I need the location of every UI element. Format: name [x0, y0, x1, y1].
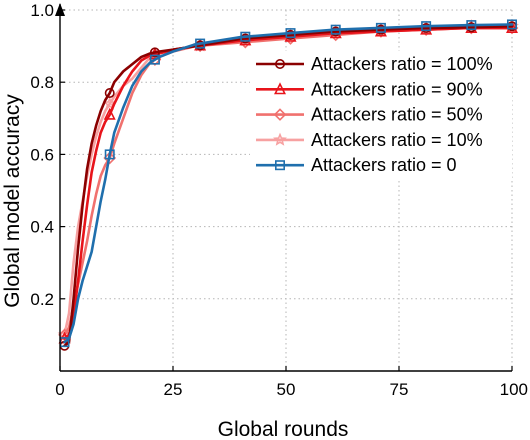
legend-label: Attackers ratio = 0 — [311, 155, 457, 175]
data-point-marker — [466, 20, 477, 31]
legend-label: Attackers ratio = 50% — [311, 105, 483, 125]
data-point-marker — [195, 38, 206, 49]
x-axis-title: Global rounds — [218, 418, 349, 440]
series-group — [57, 18, 519, 351]
x-tick-label: 100 — [500, 380, 528, 399]
series-line — [63, 26, 514, 337]
y-tick-label: 0.4 — [30, 218, 54, 237]
series-line — [63, 26, 514, 340]
data-point-marker — [149, 54, 160, 65]
data-point-marker — [149, 47, 160, 58]
legend: Attackers ratio = 100% Attackers ratio = … — [250, 51, 512, 181]
data-point-marker — [506, 19, 517, 30]
legend-item: Attackers ratio = 50% — [256, 105, 483, 125]
x-tick-label: 75 — [390, 380, 409, 399]
legend-label: Attackers ratio = 10% — [311, 130, 483, 150]
y-tick-label: 0.2 — [30, 290, 54, 309]
data-point-marker — [330, 24, 341, 35]
legend-item: Attackers ratio = 0 — [256, 155, 457, 175]
data-point-marker — [240, 31, 251, 42]
legend-item: Attackers ratio = 100% — [256, 54, 493, 74]
legend-item: Attackers ratio = 90% — [256, 79, 483, 99]
data-point-marker — [58, 328, 71, 342]
y-tick-label: 0.6 — [30, 145, 54, 164]
x-tick-label: 25 — [164, 380, 183, 399]
series-square — [59, 19, 517, 348]
legend-marker — [274, 58, 285, 69]
y-tick-label: 0.8 — [30, 73, 54, 92]
data-point-marker — [104, 149, 115, 160]
y-axis-title: Global model accuracy — [1, 94, 24, 308]
data-point-marker — [103, 107, 116, 120]
legend-marker — [273, 132, 287, 146]
data-point-marker — [375, 22, 386, 33]
series-line — [63, 24, 514, 348]
legend-box — [250, 51, 512, 181]
data-point-marker — [421, 21, 432, 32]
y-tick-label: 1.0 — [30, 1, 54, 20]
x-tick-label: 50 — [277, 380, 296, 399]
legend-label: Attackers ratio = 100% — [311, 54, 493, 74]
data-point-marker — [285, 28, 296, 39]
legend-item: Attackers ratio = 10% — [256, 130, 483, 150]
legend-label: Attackers ratio = 90% — [311, 79, 483, 99]
legend-marker — [274, 160, 285, 171]
legend-marker — [273, 108, 287, 121]
series-line — [63, 23, 514, 344]
x-tick-label: 0 — [55, 380, 64, 399]
data-point-marker — [104, 88, 115, 99]
legend-marker — [274, 82, 286, 95]
data-point-marker — [102, 96, 117, 110]
tick-group: 0 25 50 75 100 0.2 0.4 0.6 0.8 1.0 — [30, 1, 528, 399]
